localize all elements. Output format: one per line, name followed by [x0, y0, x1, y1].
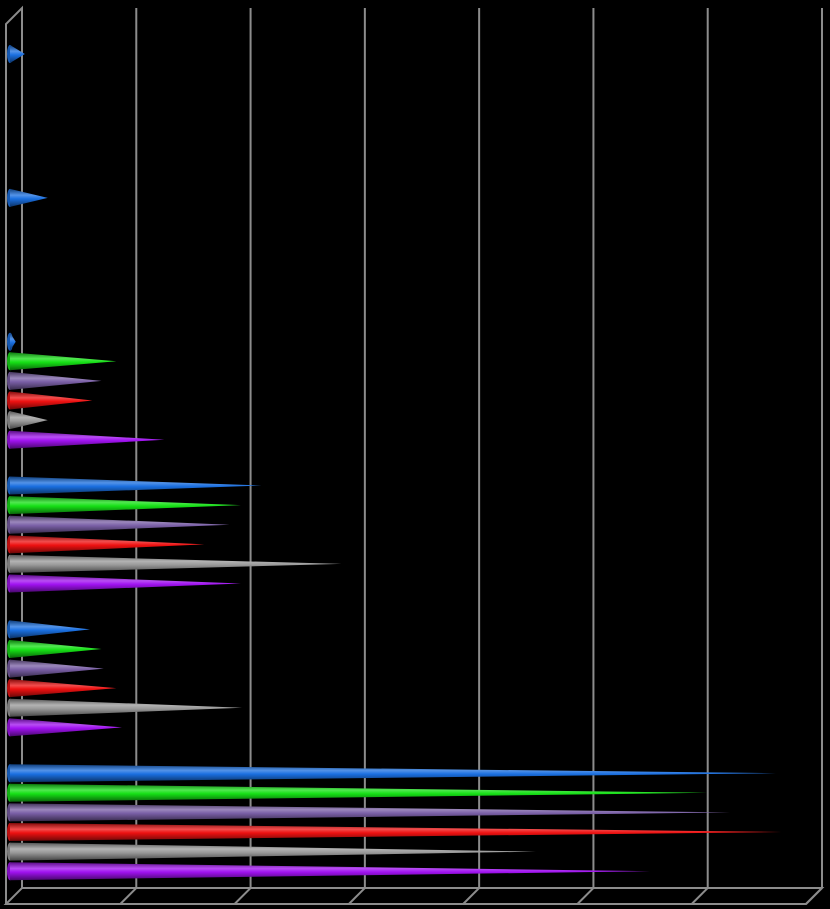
cone-bar [7, 679, 117, 698]
gridlines [119, 8, 823, 905]
cone-body [10, 352, 117, 371]
floor-gridline [233, 887, 252, 905]
cone-body [10, 803, 730, 822]
floor-gridline [576, 887, 595, 905]
cone-bar [7, 515, 230, 534]
cone-bar [7, 391, 93, 410]
cone-bar [7, 476, 262, 495]
cone-bar [7, 718, 122, 737]
cone-body [10, 430, 165, 449]
cone-body [10, 659, 104, 678]
cone-body [10, 332, 16, 351]
cone-body [10, 45, 25, 64]
floor-gridline [348, 887, 366, 905]
cone-body [10, 783, 708, 802]
cone-bar [7, 430, 165, 449]
cone-bar [7, 535, 205, 554]
cone-body [10, 391, 93, 410]
cone-body [10, 411, 48, 430]
cone-bar [7, 823, 782, 841]
floor-gridline [691, 887, 709, 905]
cone-body [10, 476, 262, 495]
cone-bar [7, 188, 48, 207]
cone-body [10, 496, 241, 515]
cone-body [10, 188, 48, 207]
cone-bar [7, 842, 536, 861]
cone-bar [7, 639, 102, 658]
cone-body [10, 679, 117, 698]
cone-bar [7, 620, 90, 639]
cone-bar [7, 352, 117, 371]
cone-body [10, 764, 776, 783]
floor-gridline [805, 887, 823, 905]
cone-bar [7, 332, 16, 351]
cone-bar [7, 554, 342, 573]
cone-bar [7, 764, 776, 783]
floor-gridline [119, 887, 137, 905]
cone-body [10, 639, 102, 658]
cone-body [10, 823, 782, 841]
cone-body [10, 842, 536, 861]
cone-bar [7, 574, 241, 593]
cone-body [10, 718, 122, 737]
cone-body [10, 515, 230, 534]
cone-bar [7, 862, 650, 881]
cone-bar [7, 803, 730, 822]
cone-bar [7, 698, 242, 717]
cone-bar [7, 783, 708, 802]
cone-body [10, 574, 241, 593]
cone-body [10, 698, 242, 717]
cone-body [10, 620, 90, 639]
cone-body [10, 554, 342, 573]
cone-body [10, 862, 650, 881]
cone-bar [7, 371, 102, 390]
cone-bar [7, 45, 25, 64]
cone-bar [7, 496, 241, 515]
cone-body [10, 371, 102, 390]
cone-body [10, 535, 205, 554]
cone-bar [7, 659, 104, 678]
cone-bar [7, 411, 48, 430]
floor-gridline [462, 887, 480, 905]
data-cones [7, 45, 782, 881]
